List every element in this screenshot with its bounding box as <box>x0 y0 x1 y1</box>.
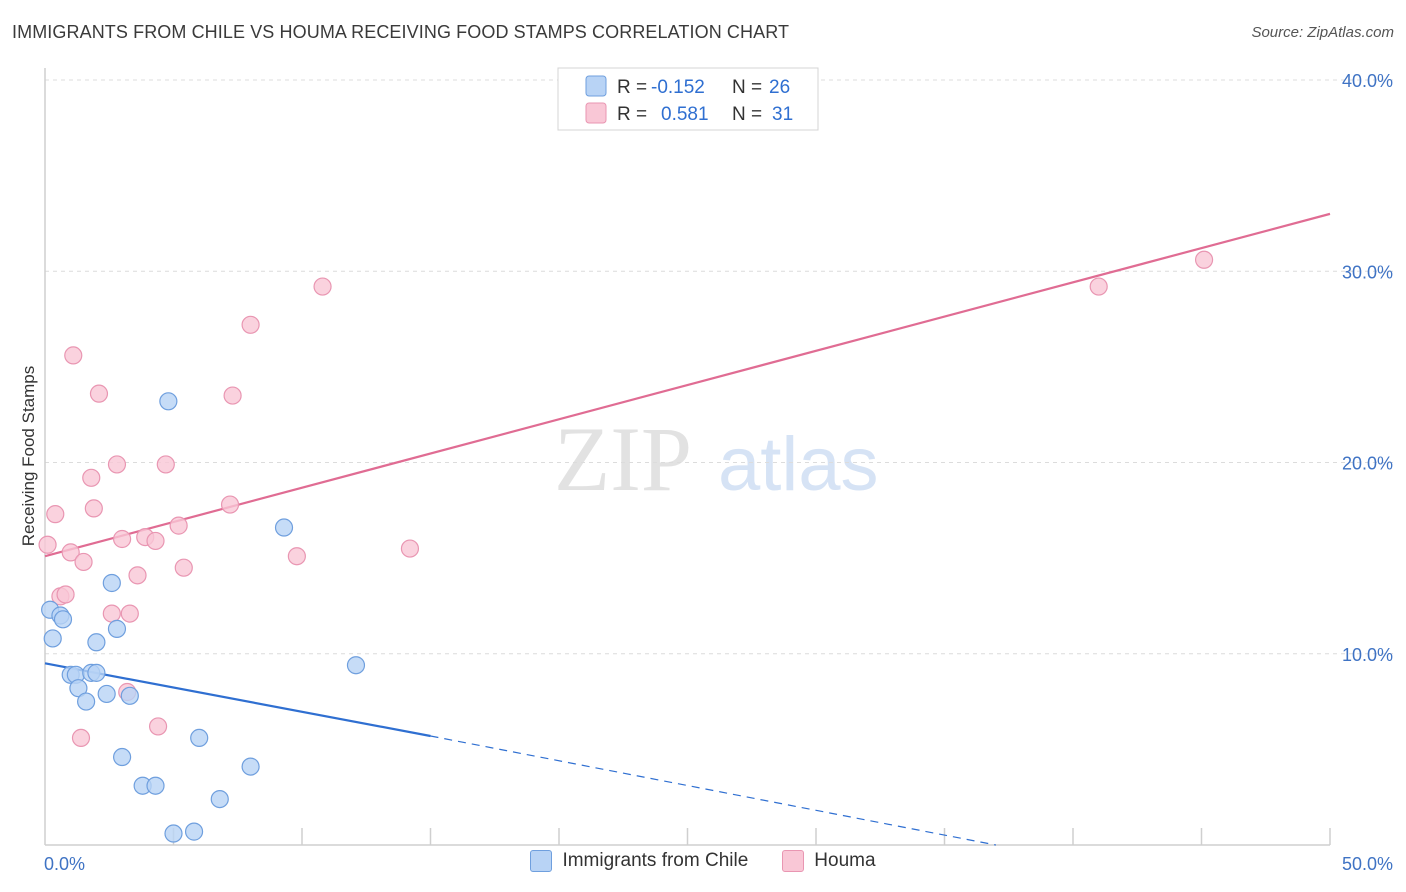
point-chile <box>184 822 204 841</box>
point-houma <box>156 455 175 474</box>
x-tick-label-end: 50.0% <box>1342 854 1393 874</box>
chart-title: IMMIGRANTS FROM CHILE VS HOUMA RECEIVING… <box>12 22 790 42</box>
watermark-zip: ZIP <box>554 408 692 510</box>
legend-swatch-pink <box>585 102 607 124</box>
legend-swatch-blue <box>585 75 607 97</box>
data-points <box>38 250 1214 843</box>
legend-n-label-2: N = <box>732 104 762 125</box>
point-houma <box>313 277 332 296</box>
point-chile <box>112 747 132 767</box>
point-chile <box>120 686 139 705</box>
point-chile <box>69 679 88 698</box>
correlation-legend: R = -0.152 N = 26 R = 0.581 N = 31 <box>557 67 819 131</box>
point-houma <box>146 531 165 551</box>
point-chile <box>77 692 96 711</box>
point-chile <box>210 789 229 809</box>
point-chile <box>274 518 294 537</box>
point-chile <box>107 619 127 638</box>
source-label: Source: ZipAtlas.com <box>1251 24 1394 41</box>
point-houma <box>169 516 188 535</box>
grid-lines <box>45 79 1393 655</box>
series-legend: Immigrants from Chile Houma <box>0 850 1406 872</box>
point-houma <box>89 384 109 403</box>
point-houma <box>287 547 306 566</box>
point-chile <box>53 610 73 629</box>
legend-label-houma: Houma <box>814 850 876 871</box>
point-houma <box>38 535 57 554</box>
point-houma <box>56 585 75 604</box>
legend-item-chile: Immigrants from Chile <box>530 850 748 872</box>
legend-r-value-2: 0.581 <box>661 104 709 125</box>
point-houma <box>1194 250 1214 269</box>
trend-lines <box>44 212 1331 846</box>
point-chile <box>87 633 106 652</box>
legend-swatch-chile <box>530 850 553 872</box>
point-houma <box>82 468 101 487</box>
point-houma <box>148 717 168 736</box>
y-axis-title: Receiving Food Stamps <box>19 366 38 546</box>
point-houma <box>61 543 80 562</box>
x-ticks <box>172 828 1331 845</box>
point-houma <box>107 455 127 474</box>
point-chile <box>346 656 366 675</box>
point-houma <box>220 495 240 514</box>
point-houma <box>241 315 260 334</box>
trend-line-chile-extension <box>430 735 997 846</box>
watermark-atlas: atlas <box>718 422 879 507</box>
y-tick-label: 40.0% <box>1342 71 1393 91</box>
point-houma <box>84 499 103 518</box>
y-tick-label: 10.0% <box>1342 645 1393 665</box>
point-houma <box>223 386 242 405</box>
point-chile <box>190 728 209 748</box>
point-houma <box>74 552 93 572</box>
point-chile <box>97 684 116 704</box>
point-chile <box>146 776 165 795</box>
trend-line-chile <box>44 662 431 738</box>
point-houma <box>400 539 420 558</box>
y-tick-label: 20.0% <box>1342 454 1393 474</box>
point-houma <box>128 566 147 585</box>
point-houma <box>102 604 121 623</box>
y-tick-labels: 10.0% 20.0% 30.0% 40.0% <box>1342 71 1393 665</box>
legend-label-chile: Immigrants from Chile <box>562 850 749 871</box>
trend-line-houma <box>44 212 1331 558</box>
legend-swatch-houma <box>782 850 805 872</box>
legend-n-value-2: 31 <box>772 104 793 125</box>
legend-r-value-1: -0.152 <box>651 77 705 98</box>
point-houma <box>1089 277 1108 296</box>
legend-r-label-2: R = <box>617 104 647 125</box>
point-chile <box>159 392 178 411</box>
point-chile <box>164 824 183 843</box>
x-tick-label-start: 0.0% <box>44 854 85 874</box>
legend-item-houma: Houma <box>782 850 876 872</box>
point-houma <box>64 346 83 365</box>
point-chile <box>87 663 106 682</box>
point-houma <box>112 529 132 549</box>
point-houma <box>46 505 65 524</box>
point-chile <box>102 573 121 593</box>
y-tick-label: 30.0% <box>1342 262 1393 282</box>
legend-n-value-1: 26 <box>769 77 790 98</box>
point-houma <box>71 728 91 748</box>
point-chile <box>43 629 62 648</box>
legend-n-label-1: N = <box>732 77 762 98</box>
point-houma <box>174 558 193 577</box>
point-houma <box>120 604 139 623</box>
point-chile <box>241 757 260 776</box>
legend-r-label-1: R = <box>617 77 647 98</box>
